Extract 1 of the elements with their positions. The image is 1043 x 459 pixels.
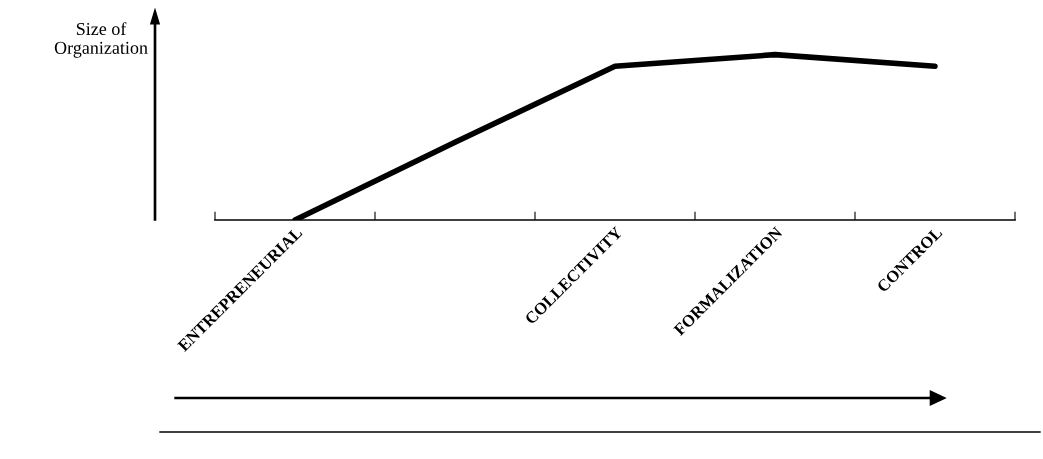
y-axis-title: Size of Organization [54, 22, 148, 58]
